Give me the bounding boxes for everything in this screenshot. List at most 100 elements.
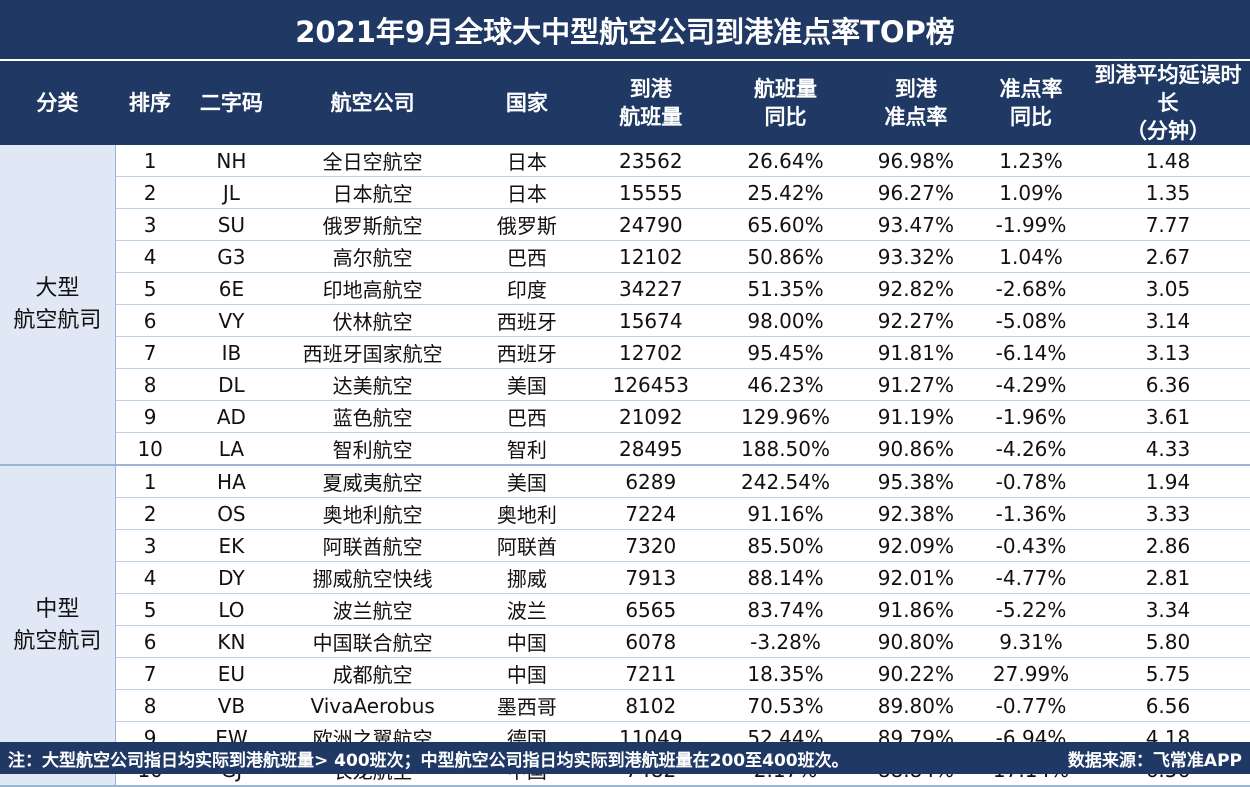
cell-otp: 91.19% xyxy=(856,400,976,433)
cell-rank: 1 xyxy=(115,145,185,177)
cell-airline: VivaAerobus xyxy=(278,689,468,722)
cell-rank: 2 xyxy=(115,176,185,209)
cell-otp: 91.27% xyxy=(856,368,976,401)
cell-otp-yoy: -2.68% xyxy=(975,272,1087,305)
table-row: 10 LA 智利航空 智利 28495 188.50% 90.86% -4.26% 4.33 xyxy=(0,432,1250,466)
cell-flights: 15674 xyxy=(586,304,715,337)
cell-rank: 10 xyxy=(115,432,185,466)
table-row: 8 VB VivaAerobus 墨西哥 8102 70.53% 89.80% -0.77% 6… xyxy=(0,689,1250,722)
cell-airline: 挪威航空快线 xyxy=(278,561,468,594)
cell-country: 巴西 xyxy=(467,400,587,433)
cell-avg-delay: 6.36 xyxy=(1086,368,1250,401)
cell-airline: 西班牙国家航空 xyxy=(278,336,468,369)
cell-flights-yoy: 50.86% xyxy=(714,240,857,273)
cell-avg-delay: 1.94 xyxy=(1086,465,1250,498)
cell-country: 波兰 xyxy=(467,593,587,626)
header-country: 国家 xyxy=(467,61,588,145)
cell-flights-yoy: 91.16% xyxy=(714,497,857,530)
cell-flights-yoy: 46.23% xyxy=(714,368,857,401)
cell-avg-delay: 3.33 xyxy=(1086,497,1250,530)
cell-avg-delay: 5.75 xyxy=(1086,657,1250,690)
cell-avg-delay: 7.77 xyxy=(1086,208,1250,241)
cell-code: JL xyxy=(184,176,279,209)
table-row: 中型 航空航司 1 HA 夏威夷航空 美国 6289 242.54% 95.38% -0.78% 1… xyxy=(0,465,1250,787)
cell-flights: 8102 xyxy=(586,689,715,722)
cell-otp-yoy: 9.31% xyxy=(975,625,1087,658)
cell-otp: 90.22% xyxy=(856,657,976,690)
cell-flights-yoy: 129.96% xyxy=(714,400,857,433)
cell-code: EK xyxy=(184,529,279,562)
table-row: 5 6E 印地高航空 印度 34227 51.35% 92.82% -2.68% 3.05 xyxy=(0,272,1250,305)
header-flights-yoy: 航班量 同比 xyxy=(714,61,857,145)
cell-otp: 91.86% xyxy=(856,593,976,626)
cell-flights-yoy: 25.42% xyxy=(714,176,857,209)
header-category: 分类 xyxy=(0,61,116,145)
cell-flights-yoy: 18.35% xyxy=(714,657,857,690)
cell-otp-yoy: -1.96% xyxy=(975,400,1087,433)
cell-flights-yoy: 70.53% xyxy=(714,689,857,722)
cell-airline: 智利航空 xyxy=(278,432,468,466)
header-flights: 到港 航班量 xyxy=(586,61,716,145)
page-title: 2021年9月全球大中型航空公司到港准点率TOP榜 xyxy=(0,0,1250,61)
cell-code: SU xyxy=(184,208,279,241)
cell-rank: 6 xyxy=(115,625,185,658)
cell-code: LO xyxy=(184,593,279,626)
cell-flights: 28495 xyxy=(586,432,715,466)
cell-flights: 7913 xyxy=(586,561,715,594)
table-row: 9 AD 蓝色航空 巴西 21092 129.96% 91.19% -1.96% 3.61 xyxy=(0,400,1250,433)
cell-flights-yoy: 83.74% xyxy=(714,593,857,626)
cell-otp: 96.27% xyxy=(856,176,976,209)
cell-otp-yoy: 27.99% xyxy=(975,657,1087,690)
footnote: 注：大型航空公司指日均实际到港航班量> 400班次；中型航空公司指日均实际到港航… xyxy=(8,750,849,771)
cell-code: NH xyxy=(184,145,279,177)
cell-otp-yoy: 1.09% xyxy=(975,176,1087,209)
cell-code: OS xyxy=(184,497,279,530)
cell-avg-delay: 3.34 xyxy=(1086,593,1250,626)
cell-code: IB xyxy=(184,336,279,369)
cell-country: 日本 xyxy=(467,176,587,209)
cell-airline: 夏威夷航空 xyxy=(278,465,468,498)
cell-flights: 12102 xyxy=(586,240,715,273)
cell-otp-yoy: -4.26% xyxy=(975,432,1087,466)
cell-country: 智利 xyxy=(467,432,587,466)
header-airline: 航空公司 xyxy=(278,61,468,145)
header-rank: 排序 xyxy=(115,61,186,145)
table-row: 3 SU 俄罗斯航空 俄罗斯 24790 65.60% 93.47% -1.99% 7.77 xyxy=(0,208,1250,241)
cell-country: 中国 xyxy=(467,657,587,690)
cell-otp: 96.98% xyxy=(856,145,976,177)
cell-flights: 24790 xyxy=(586,208,715,241)
cell-airline: 印地高航空 xyxy=(278,272,468,305)
cell-code: LA xyxy=(184,432,279,466)
data-source: 数据来源：飞常准APP xyxy=(1067,750,1242,771)
table-row: 8 DL 达美航空 美国 126453 46.23% 91.27% -4.29% 6.36 xyxy=(0,368,1250,401)
cell-rank: 3 xyxy=(115,529,185,562)
cell-otp-yoy: 1.23% xyxy=(975,145,1087,177)
cell-flights: 15555 xyxy=(586,176,715,209)
cell-code: DY xyxy=(184,561,279,594)
cell-avg-delay: 4.33 xyxy=(1086,432,1250,466)
table-row: 2 OS 奥地利航空 奥地利 7224 91.16% 92.38% -1.36% 3.33 xyxy=(0,497,1250,530)
header-avg-delay: 到港平均延误时长 （分钟） xyxy=(1086,61,1250,145)
cell-flights: 6289 xyxy=(586,465,715,498)
table-header: 分类 排序 二字码 航空公司 国家 到港 航班量 航班量 同比 到港 准点率 准点率同… xyxy=(0,61,1250,145)
cell-country: 墨西哥 xyxy=(467,689,587,722)
cell-flights-yoy: 88.14% xyxy=(714,561,857,594)
otp-ranking-table: 分类 排序 二字码 航空公司 国家 到港 航班量 航班量 同比 到港 准点率 准点率同… xyxy=(0,61,1250,787)
cell-rank: 6 xyxy=(115,304,185,337)
cell-flights-yoy: 95.45% xyxy=(714,336,857,369)
cell-airline: 波兰航空 xyxy=(278,593,468,626)
cell-otp: 90.86% xyxy=(856,432,976,466)
cell-flights-yoy: 26.64% xyxy=(714,145,857,177)
cell-country: 奥地利 xyxy=(467,497,587,530)
cell-otp-yoy: -0.77% xyxy=(975,689,1087,722)
cell-rank: 5 xyxy=(115,272,185,305)
cell-avg-delay: 2.86 xyxy=(1086,529,1250,562)
cell-otp-yoy: -1.36% xyxy=(975,497,1087,530)
category-cell: 大型 航空航司 xyxy=(0,145,116,466)
cell-country: 巴西 xyxy=(467,240,587,273)
cell-code: G3 xyxy=(184,240,279,273)
header-otp-yoy: 准点率 同比 xyxy=(975,61,1087,145)
cell-airline: 蓝色航空 xyxy=(278,400,468,433)
cell-country: 日本 xyxy=(467,145,587,177)
